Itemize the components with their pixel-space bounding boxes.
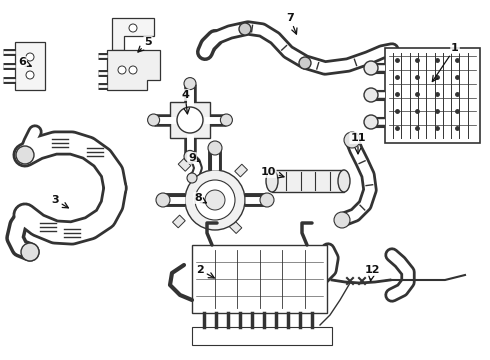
Text: 5: 5 [138,37,152,52]
Circle shape [26,53,34,61]
Circle shape [21,243,39,261]
Ellipse shape [266,170,278,192]
Circle shape [129,24,137,32]
Text: 2: 2 [196,265,214,278]
Bar [235,164,247,177]
Circle shape [299,57,311,69]
Circle shape [147,114,160,126]
Text: 9: 9 [188,153,199,163]
Bar [172,215,185,228]
Circle shape [26,71,34,79]
Bar [192,327,332,345]
Text: 10: 10 [260,167,284,178]
Circle shape [239,23,251,35]
Text: 3: 3 [51,195,69,208]
Text: 8: 8 [194,193,206,203]
Bar [192,245,327,313]
Circle shape [184,150,196,162]
Circle shape [260,193,274,207]
Circle shape [334,212,350,228]
Circle shape [129,66,137,74]
Bar [229,221,242,234]
Text: 1: 1 [432,43,459,81]
Ellipse shape [338,170,350,192]
Polygon shape [112,18,154,50]
Circle shape [364,115,378,129]
Text: 11: 11 [350,133,366,154]
Bar [385,48,480,143]
Circle shape [195,180,235,220]
Circle shape [16,146,34,164]
Circle shape [364,88,378,102]
Text: 4: 4 [181,90,190,114]
Circle shape [177,107,203,133]
Text: 6: 6 [18,57,31,67]
Polygon shape [107,50,160,90]
Bar [15,42,45,90]
Text: 7: 7 [286,13,297,34]
Circle shape [185,170,245,230]
Circle shape [187,173,197,183]
Circle shape [184,78,196,90]
Text: 12: 12 [364,265,380,281]
Circle shape [220,114,232,126]
Circle shape [205,190,225,210]
Circle shape [344,132,360,148]
Bar [170,102,210,138]
Circle shape [208,141,222,155]
Bar [178,158,191,171]
Circle shape [364,61,378,75]
Circle shape [118,66,126,74]
Circle shape [156,193,170,207]
Bar [272,170,344,192]
